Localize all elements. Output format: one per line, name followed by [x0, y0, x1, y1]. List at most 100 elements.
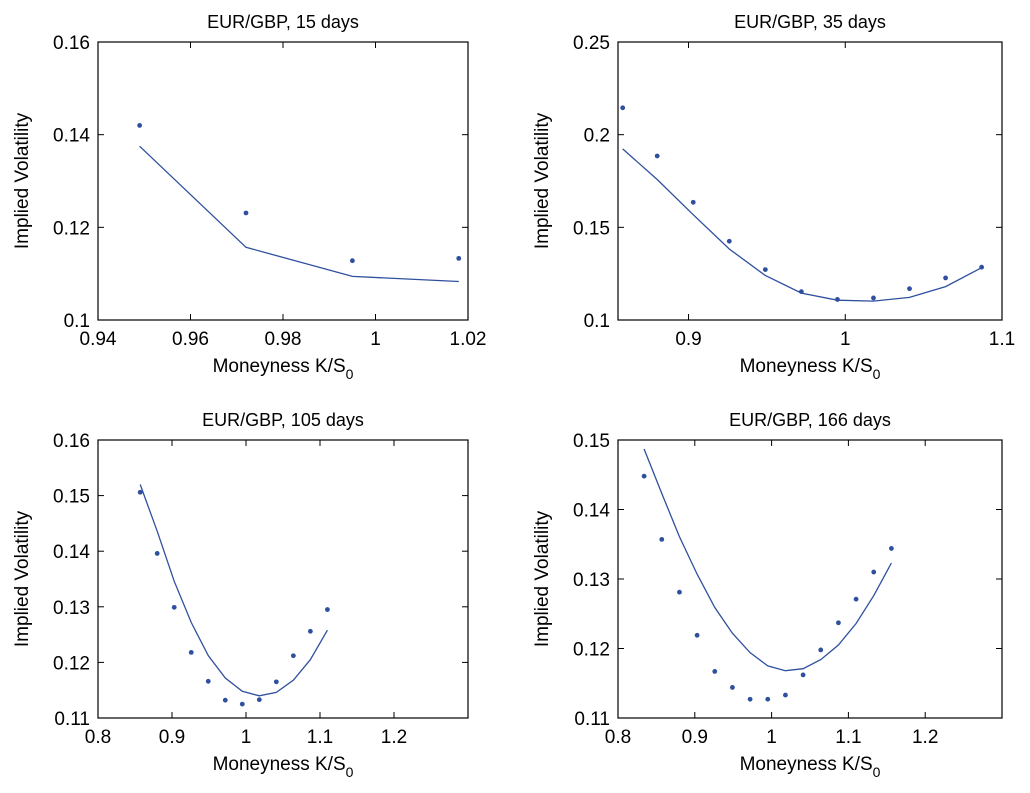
y-axis-label: Implied Volatility: [532, 112, 553, 249]
market-data-point: [325, 607, 330, 612]
y-tick-label: 0.16: [53, 33, 90, 54]
y-tick-label: 0.15: [53, 487, 90, 508]
plot-area-frame: [97, 439, 469, 719]
market-data-point: [853, 596, 859, 602]
x-axis-label-subscript: 0: [873, 764, 881, 780]
market-data-point: [349, 258, 355, 264]
plot-area-frame: [617, 41, 1003, 321]
market-data-point: [137, 489, 143, 495]
y-tick-label: 0.2: [584, 126, 610, 147]
y-tick-label: 0.25: [573, 33, 610, 54]
chart-panel: 0.94 0.96 0.98 1 1.02 0.1 0.12 0.14 0.16 EUR/GBP,…: [12, 12, 486, 382]
x-tick-label: 0.94: [80, 329, 117, 350]
market-data-point: [730, 685, 735, 690]
x-axis-label: Moneyness K/S0: [213, 754, 354, 780]
market-data-point: [171, 604, 177, 610]
y-tick-label: 0.14: [53, 126, 90, 147]
market-data-point: [290, 653, 296, 659]
y-tick-label: 0.12: [53, 653, 90, 674]
fitted-curve: [139, 484, 328, 697]
x-tick-label: 1: [840, 329, 851, 350]
market-data-point: [239, 701, 245, 707]
market-data-point: [256, 697, 262, 703]
market-data-point: [654, 153, 660, 159]
x-tick-label: 1: [241, 727, 252, 748]
market-data-point: [762, 267, 768, 272]
x-tick-label: 1.2: [912, 727, 938, 748]
market-data-point: [620, 105, 626, 111]
x-tick-label: 0.8: [605, 727, 631, 748]
chart-panel: 0.9 1 1.1 0.1 0.15 0.2 0.25 EUR/GBP, 35 days Mon…: [532, 12, 1015, 382]
x-tick-label: 0.96: [172, 329, 209, 350]
market-data-point: [222, 697, 228, 703]
x-tick-label: 0.98: [265, 329, 302, 350]
x-tick-label: 1.1: [307, 727, 333, 748]
chart-title: EUR/GBP, 35 days: [734, 12, 886, 32]
chart-panel: 0.8 0.9 1 1.1 1.2 0.11 0.12 0.13 0.14 0.15 0.16 EUR…: [12, 410, 469, 780]
y-tick-label: 0.11: [54, 709, 90, 730]
y-axis-label: Implied Volatility: [12, 510, 33, 647]
market-data-point: [205, 678, 211, 684]
y-tick-label: 0.13: [573, 570, 610, 591]
y-axis-label: Implied Volatility: [532, 510, 553, 647]
x-axis-label: Moneyness K/S0: [740, 356, 881, 382]
market-data-point: [726, 238, 732, 244]
y-tick-label: 0.12: [573, 640, 610, 661]
market-data-point: [137, 123, 143, 128]
x-axis-label-main: Moneyness K/S: [213, 754, 346, 775]
y-tick-label: 0.15: [573, 431, 610, 452]
x-axis-label-main: Moneyness K/S: [740, 754, 873, 775]
market-data-point: [907, 286, 912, 292]
market-data-point: [889, 546, 894, 551]
x-tick-label: 1.1: [989, 329, 1015, 350]
chart-title: EUR/GBP, 15 days: [207, 12, 359, 32]
y-tick-label: 0.12: [53, 218, 90, 239]
market-data-point: [783, 692, 788, 698]
x-axis-label-subscript: 0: [346, 764, 354, 780]
chart-title: EUR/GBP, 105 days: [202, 410, 364, 430]
market-data-point: [456, 255, 462, 261]
market-data-point: [659, 536, 665, 542]
market-data-point: [712, 669, 718, 674]
y-tick-label: 0.14: [573, 501, 610, 522]
market-data-point: [690, 199, 696, 205]
fitted-curve: [139, 145, 459, 283]
market-data-point: [765, 696, 771, 702]
market-data-point: [836, 620, 841, 626]
y-tick-label: 0.1: [64, 311, 90, 332]
x-tick-label: 1: [766, 727, 777, 748]
x-tick-label: 0.8: [85, 727, 111, 748]
y-tick-label: 0.13: [53, 598, 90, 619]
market-data-point: [818, 647, 824, 653]
x-axis-label-subscript: 0: [873, 366, 881, 382]
x-tick-label: 1: [370, 329, 381, 350]
y-tick-label: 0.11: [574, 709, 610, 730]
y-tick-label: 0.16: [53, 431, 90, 452]
chart-title: EUR/GBP, 166 days: [729, 410, 891, 430]
market-data-point: [800, 672, 806, 678]
market-data-point: [188, 649, 194, 655]
x-tick-label: 1.02: [450, 329, 487, 350]
x-axis-label: Moneyness K/S0: [740, 754, 881, 780]
y-tick-label: 0.1: [584, 311, 610, 332]
plot-area-frame: [97, 41, 469, 321]
y-tick-label: 0.15: [573, 218, 610, 239]
market-data-point: [641, 473, 647, 479]
x-axis-label: Moneyness K/S0: [213, 356, 354, 382]
market-data-point: [871, 295, 876, 301]
fitted-curve: [622, 148, 982, 302]
market-data-point: [273, 679, 279, 685]
market-data-point: [243, 210, 249, 216]
x-tick-label: 1.1: [835, 727, 861, 748]
market-data-point: [154, 551, 160, 556]
x-axis-label-main: Moneyness K/S: [740, 356, 873, 377]
x-tick-label: 0.9: [675, 329, 701, 350]
plot-area-frame: [617, 439, 1003, 719]
y-tick-label: 0.14: [53, 542, 90, 563]
market-data-point: [747, 696, 753, 702]
market-data-point: [677, 589, 682, 595]
x-tick-label: 0.9: [159, 727, 185, 748]
market-data-point: [307, 628, 313, 634]
market-data-point: [871, 569, 877, 575]
